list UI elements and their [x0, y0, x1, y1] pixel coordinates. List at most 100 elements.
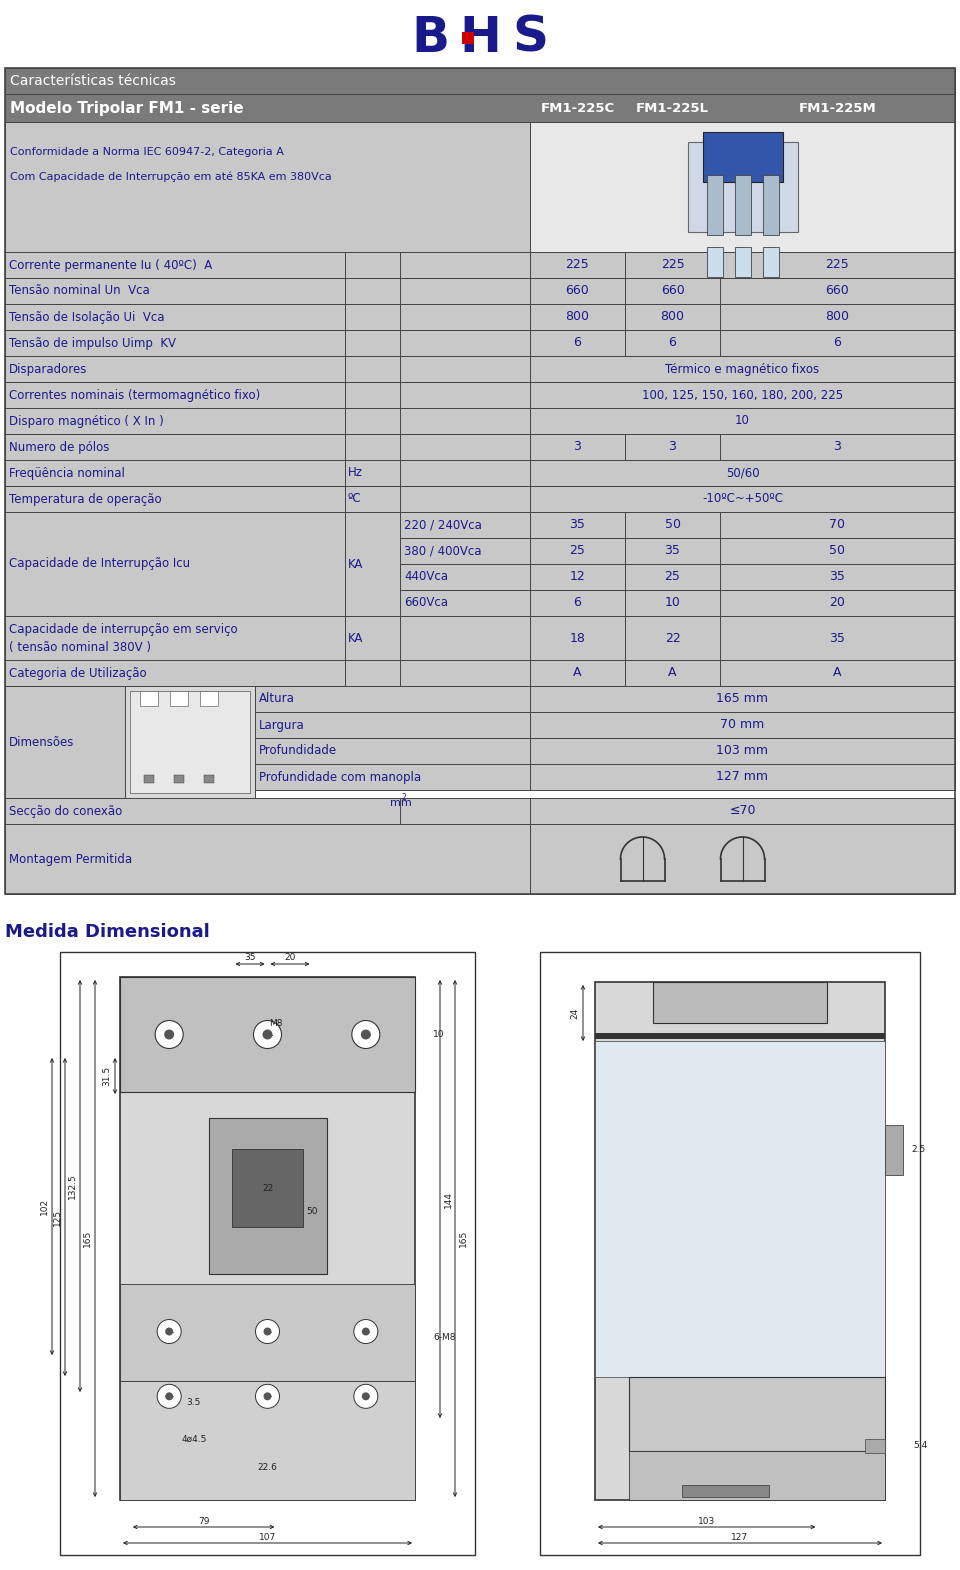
Bar — [530, 539, 625, 564]
Text: 22: 22 — [262, 1184, 274, 1193]
Text: Corrente permanente Iu ( 40ºC)  A: Corrente permanente Iu ( 40ºC) A — [9, 259, 212, 272]
Bar — [400, 564, 530, 590]
Bar — [625, 659, 720, 686]
Bar — [400, 512, 530, 539]
Text: ºC: ºC — [348, 493, 362, 506]
Bar — [707, 246, 723, 276]
Bar — [707, 174, 723, 236]
Text: Correntes nominais (termomagnético fixo): Correntes nominais (termomagnético fixo) — [9, 388, 260, 402]
Text: 2.5: 2.5 — [911, 1146, 925, 1154]
Bar — [345, 433, 400, 460]
Text: 3: 3 — [668, 441, 677, 454]
Bar — [530, 798, 955, 824]
Bar — [625, 278, 720, 305]
Text: 225: 225 — [826, 259, 850, 272]
Bar — [682, 1485, 769, 1498]
Bar — [734, 246, 751, 276]
Text: 125: 125 — [53, 1209, 61, 1226]
Bar — [345, 330, 400, 356]
Bar — [703, 132, 782, 182]
Bar — [530, 564, 625, 590]
Bar — [530, 330, 625, 356]
Bar — [530, 253, 625, 278]
Bar — [5, 305, 345, 330]
Bar — [530, 659, 625, 686]
Bar — [530, 382, 955, 408]
Text: Largura: Largura — [259, 719, 304, 732]
Bar — [400, 539, 530, 564]
Text: H: H — [459, 14, 501, 61]
Circle shape — [157, 1385, 181, 1408]
Bar — [345, 278, 400, 305]
Text: 144: 144 — [444, 1190, 452, 1207]
Bar — [625, 330, 720, 356]
Text: Tensão de impulso Uimp  KV: Tensão de impulso Uimp KV — [9, 336, 176, 350]
Bar — [625, 512, 720, 539]
Bar — [720, 433, 955, 460]
Text: 79: 79 — [198, 1517, 209, 1526]
Circle shape — [253, 1020, 281, 1049]
Text: Categoria de Utilização: Categoria de Utilização — [9, 667, 147, 680]
Bar — [400, 615, 530, 659]
Bar — [720, 539, 955, 564]
Text: 440Vca: 440Vca — [404, 570, 448, 584]
Bar — [530, 487, 955, 512]
Bar — [130, 691, 250, 793]
Text: 6: 6 — [573, 597, 582, 609]
Text: FM1-225C: FM1-225C — [540, 102, 614, 115]
Bar — [762, 174, 779, 236]
Bar — [345, 487, 400, 512]
Bar — [530, 738, 955, 765]
Text: 70: 70 — [829, 518, 846, 532]
Text: 22: 22 — [664, 631, 681, 645]
Text: 3: 3 — [573, 441, 582, 454]
Bar — [625, 305, 720, 330]
Bar — [5, 615, 345, 659]
Bar — [120, 977, 415, 1499]
Bar — [120, 977, 415, 1093]
Text: 70 mm: 70 mm — [720, 719, 764, 732]
Text: A: A — [833, 667, 842, 680]
Text: 6: 6 — [833, 336, 841, 350]
Text: 20: 20 — [284, 953, 296, 962]
Bar — [625, 253, 720, 278]
Text: Secção do conexão: Secção do conexão — [9, 804, 122, 818]
Text: Capacidade de Interrupção Icu: Capacidade de Interrupção Icu — [9, 557, 190, 570]
Bar — [865, 1438, 885, 1454]
Text: S: S — [512, 14, 548, 61]
Bar — [5, 686, 125, 798]
Bar — [255, 738, 530, 765]
Text: FM1-225M: FM1-225M — [799, 102, 876, 115]
Text: 10: 10 — [664, 597, 681, 609]
Circle shape — [351, 1020, 380, 1049]
Text: 3: 3 — [833, 441, 841, 454]
Text: 660: 660 — [565, 284, 589, 297]
Bar — [120, 1284, 415, 1382]
Text: 18: 18 — [569, 631, 586, 645]
Text: 20: 20 — [829, 597, 846, 609]
Circle shape — [157, 1319, 181, 1344]
Text: Numero de pólos: Numero de pólos — [9, 441, 109, 454]
Bar — [255, 765, 530, 790]
Text: 800: 800 — [565, 311, 589, 323]
Bar — [720, 278, 955, 305]
Bar — [625, 433, 720, 460]
Bar — [5, 94, 955, 122]
Bar — [5, 382, 345, 408]
Bar — [530, 686, 955, 713]
Bar — [400, 305, 530, 330]
Text: 225: 225 — [660, 259, 684, 272]
Text: KA: KA — [348, 631, 364, 645]
Text: 50: 50 — [829, 545, 846, 557]
Text: 25: 25 — [664, 570, 681, 584]
Text: Altura: Altura — [259, 692, 295, 705]
Bar — [400, 433, 530, 460]
Bar — [5, 330, 345, 356]
Text: 22.6: 22.6 — [257, 1463, 277, 1473]
Bar — [144, 776, 154, 783]
Bar — [400, 659, 530, 686]
Bar — [530, 122, 955, 253]
Bar — [200, 691, 218, 706]
Bar — [5, 824, 530, 893]
Text: 107: 107 — [259, 1532, 276, 1542]
